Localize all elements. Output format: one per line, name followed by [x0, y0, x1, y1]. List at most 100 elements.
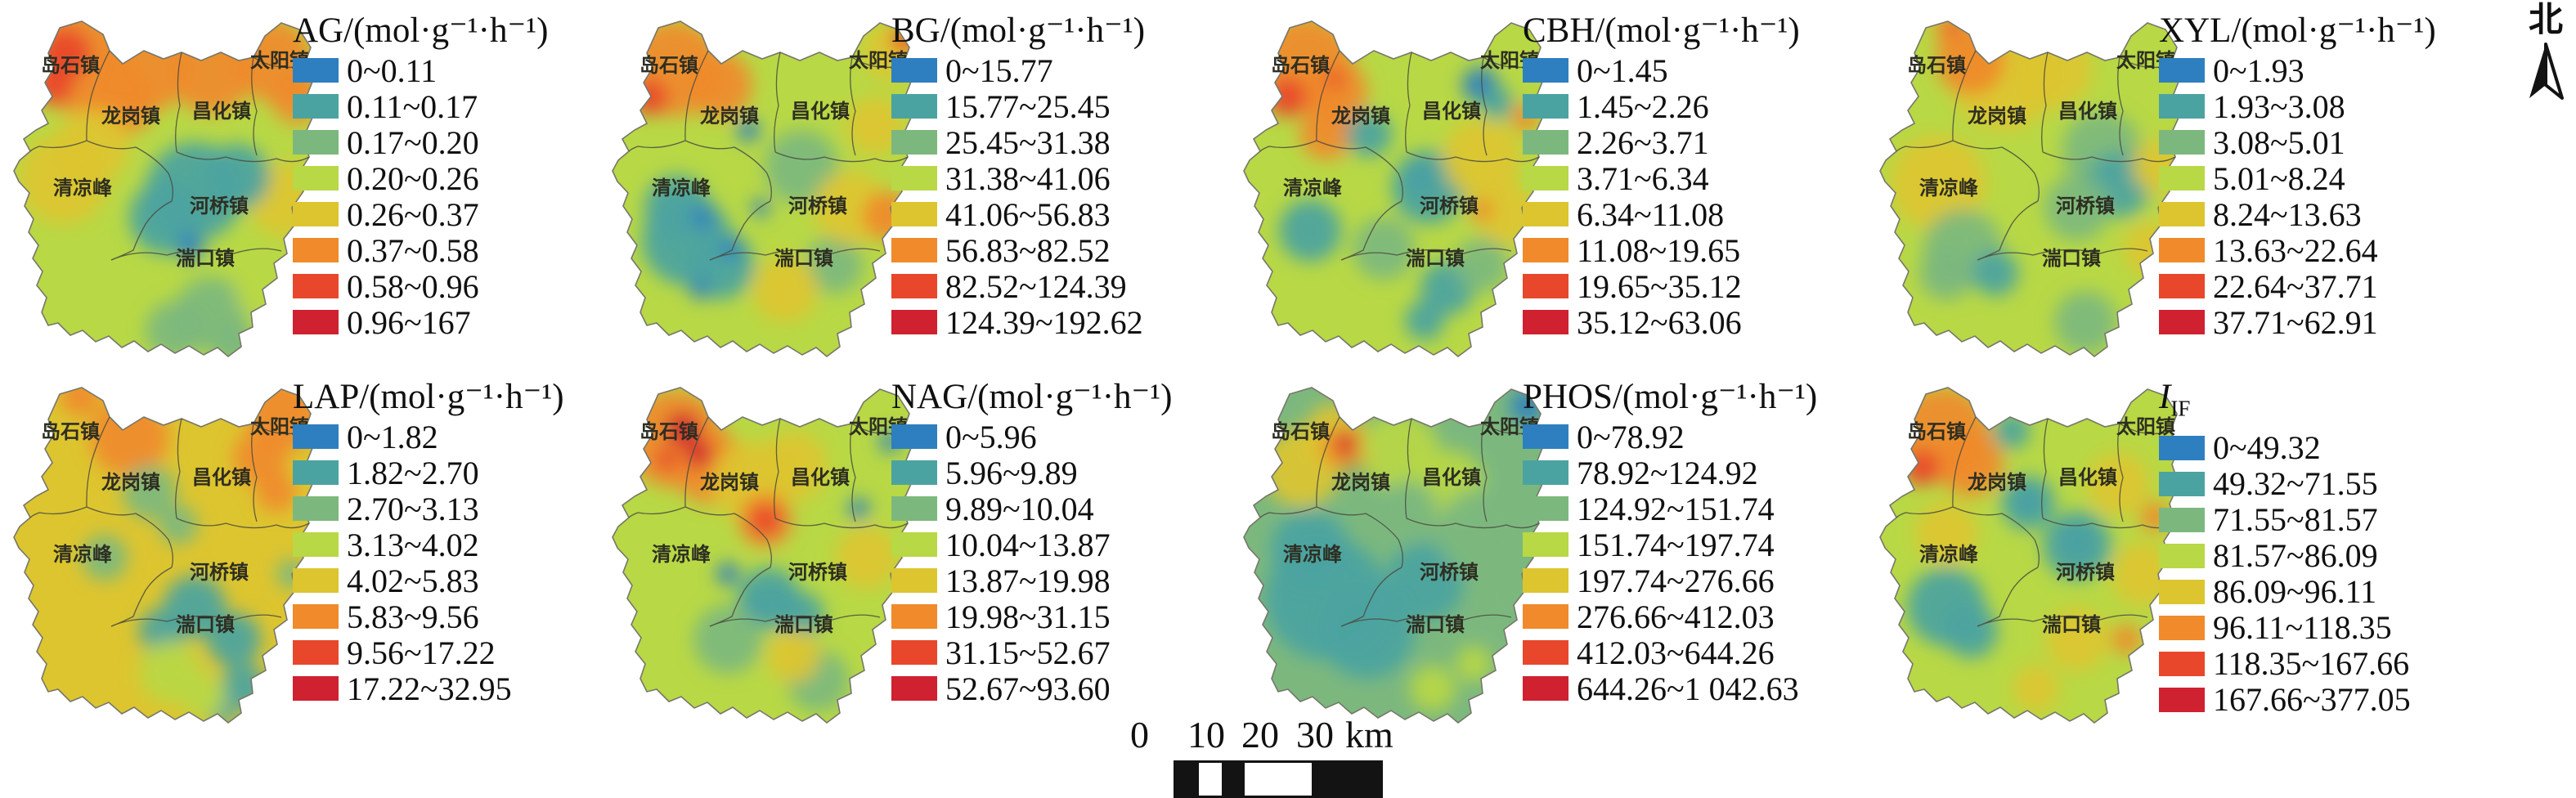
town-label: 河桥镇	[788, 562, 847, 584]
legend-entry: 151.74~197.74	[1523, 527, 1817, 563]
legend-range-label: 31.15~52.67	[945, 634, 1111, 671]
legend-swatch	[1523, 274, 1568, 298]
legend-range-label: 412.03~644.26	[1577, 634, 1775, 671]
legend-swatch	[891, 460, 937, 485]
legend-entry: 0~1.82	[293, 419, 564, 455]
legend-entry: 0.58~0.96	[293, 268, 548, 305]
legend-entry: 6.34~11.08	[1523, 196, 1800, 233]
panel-BG: 岛石镇 太阳镇 龙岗镇 昌化镇 清凉峰 河桥镇 湍口镇 BG/(mol·g⁻¹·h⁻¹) 0~…	[605, 3, 1236, 370]
enzyme-name: CBH	[1523, 11, 1595, 50]
legend-range-label: 56.83~82.52	[945, 231, 1111, 269]
scalebar-tick-label: 10	[1187, 714, 1225, 755]
legend-NAG: NAG/(mol·g⁻¹·h⁻¹) 0~5.96 5.96~9.89 9.89~10.…	[891, 376, 1173, 707]
legend-entry: 31.15~52.67	[891, 634, 1172, 671]
legend-swatch	[891, 166, 937, 191]
town-label: 岛石镇	[41, 420, 100, 443]
town-label: 岛石镇	[1907, 420, 1966, 443]
legend-entry: 0~5.96	[891, 419, 1172, 455]
legend-range-label: 81.57~86.09	[2213, 537, 2378, 575]
panel-XYL: 岛石镇 太阳镇 龙岗镇 昌化镇 清凉峰 河桥镇 湍口镇 XYL/(mol·g⁻¹·h⁻¹) 0…	[1873, 3, 2504, 370]
legend-swatch	[1523, 58, 1568, 83]
legend-entry: 0~1.93	[2159, 52, 2436, 89]
legend-title: LAP/(mol·g⁻¹·h⁻¹)	[293, 376, 564, 419]
legend-swatch	[1523, 94, 1568, 119]
legend-swatch	[1523, 310, 1568, 334]
legend-range-label: 1.93~3.08	[2213, 87, 2345, 125]
legend-entry: 19.65~35.12	[1523, 268, 1800, 305]
north-indicator: 北	[2519, 0, 2573, 105]
town-label: 龙岗镇	[700, 105, 759, 128]
legend-entry: 19.98~31.15	[891, 598, 1172, 635]
town-label: 龙岗镇	[700, 472, 759, 494]
legend-range-label: 41.06~56.83	[945, 195, 1111, 233]
legend-swatch	[891, 532, 937, 557]
town-label: 清凉峰	[53, 177, 112, 200]
legend-range-label: 71.55~81.57	[2213, 501, 2378, 539]
legend-unit: /(mol·g⁻¹·h⁻¹)	[2231, 11, 2436, 50]
legend-range-label: 1.45~2.26	[1577, 87, 1709, 125]
legend-entry: 0.37~0.58	[293, 232, 548, 269]
legend-range-label: 1.82~2.70	[347, 454, 479, 491]
legend-swatch	[2159, 543, 2205, 568]
legend-swatch	[2159, 687, 2205, 712]
legend-swatch	[891, 58, 937, 83]
legend-entry: 31.38~41.06	[891, 160, 1145, 197]
scalebar-tick-label: 20	[1241, 714, 1279, 755]
legend-range-label: 86.09~96.11	[2213, 573, 2377, 611]
legend-range-label: 644.26~1 042.63	[1577, 670, 1799, 707]
legend-range-label: 5.96~9.89	[945, 454, 1078, 491]
north-arrow-icon	[2529, 43, 2564, 100]
legend-range-label: 13.87~19.98	[945, 562, 1111, 599]
legend-entry: 1.93~3.08	[2159, 87, 2436, 125]
legend-entry: 8.24~13.63	[2159, 195, 2436, 233]
legend-entry: 197.74~276.66	[1523, 563, 1817, 599]
town-label: 龙岗镇	[1968, 472, 2026, 494]
legend-range-label: 10.04~13.87	[945, 526, 1111, 563]
town-label: 湍口镇	[2042, 248, 2101, 270]
town-label: 湍口镇	[176, 248, 235, 270]
legend-range-label: 0.26~0.37	[347, 195, 479, 233]
legend-range-label: 167.66~377.05	[2213, 681, 2411, 719]
enzyme-name: XYL	[2159, 11, 2232, 50]
legend-entry: 81.57~86.09	[2159, 537, 2411, 575]
legend-range-label: 8.24~13.63	[2213, 195, 2362, 233]
legend-swatch	[293, 496, 339, 521]
legend-entry: 0.26~0.37	[293, 195, 548, 233]
legend-range-label: 0~1.45	[1577, 52, 1668, 89]
legend-range-label: 52.67~93.60	[945, 670, 1111, 707]
town-label: 湍口镇	[774, 248, 833, 270]
legend-range-label: 9.56~17.22	[347, 634, 496, 671]
town-label: 昌化镇	[2058, 466, 2117, 489]
legend-range-label: 19.98~31.15	[945, 598, 1111, 635]
town-label: 湍口镇	[774, 614, 833, 636]
legend-entry: 56.83~82.52	[891, 231, 1145, 269]
town-label: 岛石镇	[640, 420, 698, 443]
legend-entry: 25.45~31.38	[891, 124, 1145, 161]
legend-range-label: 17.22~32.95	[347, 670, 512, 707]
legend-swatch	[293, 130, 339, 155]
town-label: 湍口镇	[1406, 248, 1465, 270]
legend-range-label: 3.13~4.02	[347, 526, 479, 563]
town-label: 太阳镇	[2116, 416, 2175, 438]
town-label: 昌化镇	[2058, 100, 2117, 123]
legend-entry: 10.04~13.87	[891, 527, 1172, 563]
scalebar-segment	[1312, 763, 1380, 796]
legend-swatch	[2159, 579, 2205, 604]
legend-entry: 0.11~0.17	[293, 88, 548, 125]
legend-entry: 2.26~3.71	[1523, 124, 1800, 161]
enzyme-name: LAP	[293, 378, 360, 416]
legend-entry: 3.71~6.34	[1523, 160, 1800, 197]
legend-swatch	[1523, 424, 1568, 449]
enzyme-name: PHOS	[1523, 378, 1613, 416]
panel-NAG: 岛石镇 太阳镇 龙岗镇 昌化镇 清凉峰 河桥镇 湍口镇 NAG/(mol·g⁻¹·h⁻¹) 0…	[605, 370, 1236, 736]
legend-swatch	[293, 166, 339, 191]
legend-unit: /(mol·g⁻¹·h⁻¹)	[343, 11, 549, 50]
legend-unit: /(mol·g⁻¹·h⁻¹)	[967, 378, 1173, 416]
town-label: 龙岗镇	[101, 105, 160, 128]
legend-entry: 0~15.77	[891, 52, 1145, 89]
legend-swatch	[891, 202, 937, 226]
enzyme-name-subscript: IF	[2170, 396, 2191, 421]
legend-swatch	[2159, 274, 2205, 298]
